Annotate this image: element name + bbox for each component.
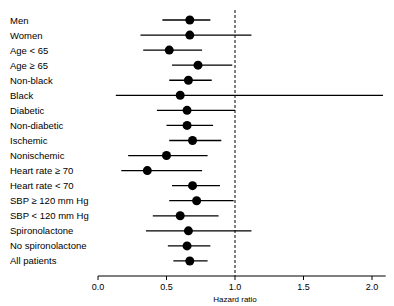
- confidence-interval: [157, 110, 235, 111]
- category-label: Non-black: [10, 75, 53, 86]
- x-tick: [98, 276, 99, 280]
- hazard-ratio-point: [185, 16, 194, 25]
- hazard-ratio-point: [194, 61, 203, 70]
- hazard-ratio-point: [165, 46, 174, 55]
- category-label: Heart rate ≥ 70: [10, 165, 73, 176]
- hazard-ratio-point: [192, 196, 201, 205]
- category-label: Spironolactone: [10, 225, 73, 236]
- x-axis: [98, 276, 386, 277]
- category-label: Diabetic: [10, 105, 45, 116]
- category-label: Men: [10, 15, 28, 26]
- hazard-ratio-point: [143, 166, 152, 175]
- forest-plot: Men Women Age < 65 Age ≥ 65 Non-black Black Di…: [0, 0, 394, 306]
- hazard-ratio-point: [188, 136, 197, 145]
- category-label: All patients: [10, 255, 57, 266]
- marks: [116, 16, 383, 266]
- category-label: Black: [10, 90, 33, 101]
- x-axis-label: Hazard ratio: [213, 295, 257, 304]
- confidence-interval: [153, 215, 219, 216]
- category-label: Age < 65: [10, 45, 48, 56]
- category-label: Age ≥ 65: [10, 60, 48, 71]
- x-tick: [235, 276, 236, 280]
- category-label: SBP ≥ 120 mm Hg: [10, 195, 88, 206]
- hazard-ratio-point: [162, 151, 171, 160]
- category-label: No spironolactone: [10, 240, 87, 251]
- confidence-interval: [121, 170, 202, 171]
- category-label: Non-diabetic: [10, 120, 64, 131]
- hazard-ratio-point: [183, 106, 192, 115]
- confidence-interval: [169, 200, 233, 201]
- category-label: Nonischemic: [10, 150, 65, 161]
- x-tick: [166, 276, 167, 280]
- category-label: Heart rate < 70: [10, 180, 74, 191]
- x-tick-label: 1.0: [229, 282, 242, 292]
- hazard-ratio-point: [183, 241, 192, 250]
- x-tick-label: 2.0: [366, 282, 379, 292]
- reference-line: [235, 10, 236, 276]
- confidence-interval: [146, 230, 251, 231]
- hazard-ratio-point: [176, 211, 185, 220]
- category-label: Ischemic: [10, 135, 48, 146]
- hazard-ratio-point: [184, 226, 193, 235]
- category-label: SBP < 120 mm Hg: [10, 210, 89, 221]
- hazard-ratio-point: [183, 121, 192, 130]
- x-tick-label: 0.5: [160, 282, 173, 292]
- hazard-ratio-point: [188, 181, 197, 190]
- x-tick: [303, 276, 304, 280]
- hazard-ratio-point: [184, 76, 193, 85]
- hazard-ratio-point: [176, 91, 185, 100]
- confidence-interval: [116, 95, 383, 96]
- hazard-ratio-point: [185, 31, 194, 40]
- hazard-ratio-point: [185, 256, 194, 265]
- x-tick-label: 0.0: [92, 282, 105, 292]
- category-label: Women: [10, 30, 43, 41]
- x-tick-label: 1.5: [297, 282, 310, 292]
- confidence-interval: [140, 34, 251, 35]
- x-tick: [372, 276, 373, 280]
